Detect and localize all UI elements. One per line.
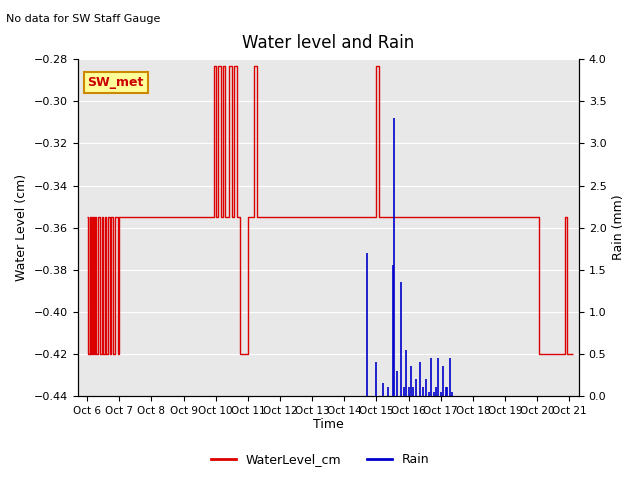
Y-axis label: Rain (mm): Rain (mm)	[612, 195, 625, 261]
X-axis label: Time: Time	[313, 419, 344, 432]
Y-axis label: Water Level (cm): Water Level (cm)	[15, 174, 28, 281]
Legend: WaterLevel_cm, Rain: WaterLevel_cm, Rain	[206, 448, 434, 471]
Title: Water level and Rain: Water level and Rain	[242, 34, 414, 52]
Text: SW_met: SW_met	[88, 76, 144, 89]
Text: No data for SW Staff Gauge: No data for SW Staff Gauge	[6, 14, 161, 24]
